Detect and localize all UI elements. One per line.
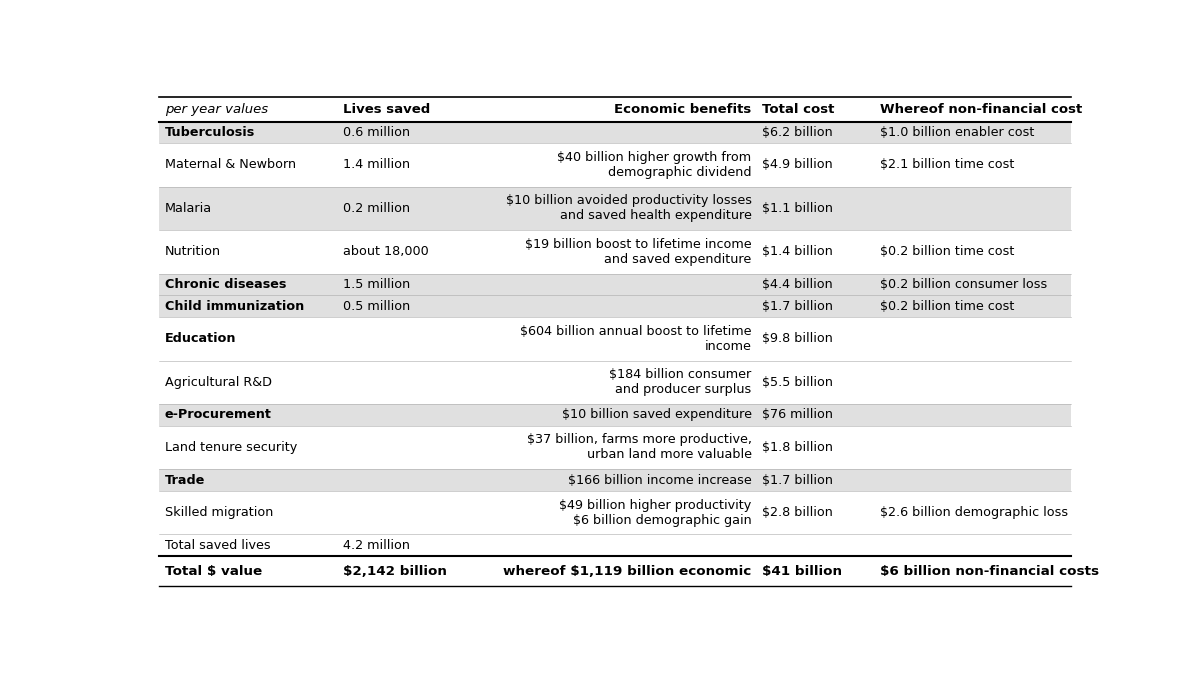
Text: $1.1 billion: $1.1 billion [762,202,833,215]
Text: Lives saved: Lives saved [343,103,430,115]
Text: $1.7 billion: $1.7 billion [762,473,833,487]
Text: $10 billion saved expenditure: $10 billion saved expenditure [562,408,751,421]
Text: 0.2 million: 0.2 million [343,202,409,215]
Text: 0.6 million: 0.6 million [343,126,409,139]
Text: $4.4 billion: $4.4 billion [762,278,833,291]
Text: $2.1 billion time cost: $2.1 billion time cost [881,159,1015,171]
Text: Trade: Trade [164,473,205,487]
Bar [160,469,1070,491]
Text: Chronic diseases: Chronic diseases [164,278,287,291]
Text: Total saved lives: Total saved lives [164,539,270,551]
Bar [160,296,1070,317]
Text: $6.2 billion: $6.2 billion [762,126,833,139]
Text: $1.8 billion: $1.8 billion [762,441,833,454]
Text: $9.8 billion: $9.8 billion [762,332,833,346]
Text: $184 billion consumer
and producer surplus: $184 billion consumer and producer surpl… [610,369,751,396]
Text: 1.5 million: 1.5 million [343,278,410,291]
Bar [160,535,1070,556]
Text: $2,142 billion: $2,142 billion [343,564,446,578]
Text: Whereof non-financial cost: Whereof non-financial cost [881,103,1082,115]
Text: $10 billion avoided productivity losses
and saved health expenditure: $10 billion avoided productivity losses … [505,194,751,223]
Text: $2.6 billion demographic loss: $2.6 billion demographic loss [881,506,1068,519]
Text: per year values: per year values [164,103,268,115]
Text: Total $ value: Total $ value [164,564,262,578]
Bar [160,426,1070,469]
Text: $6 billion non-financial costs: $6 billion non-financial costs [881,564,1099,578]
Text: $41 billion: $41 billion [762,564,842,578]
Text: $166 billion income increase: $166 billion income increase [568,473,751,487]
Bar [160,122,1070,143]
Text: $0.2 billion consumer loss: $0.2 billion consumer loss [881,278,1048,291]
Text: $76 million: $76 million [762,408,833,421]
Bar [160,404,1070,426]
Text: $2.8 billion: $2.8 billion [762,506,833,519]
Text: Nutrition: Nutrition [164,246,221,259]
Text: $604 billion annual boost to lifetime
income: $604 billion annual boost to lifetime in… [520,325,751,353]
Bar [160,491,1070,535]
Text: $49 billion higher productivity
$6 billion demographic gain: $49 billion higher productivity $6 billi… [559,499,751,526]
Text: $1.0 billion enabler cost: $1.0 billion enabler cost [881,126,1034,139]
Text: 1.4 million: 1.4 million [343,159,409,171]
Text: Tuberculosis: Tuberculosis [164,126,256,139]
Text: $1.7 billion: $1.7 billion [762,300,833,313]
Bar [160,97,1070,122]
Text: Total cost: Total cost [762,103,834,115]
Text: Education: Education [164,332,236,346]
Text: $4.9 billion: $4.9 billion [762,159,833,171]
Text: about 18,000: about 18,000 [343,246,428,259]
Text: Malaria: Malaria [164,202,212,215]
Text: $0.2 billion time cost: $0.2 billion time cost [881,300,1015,313]
Text: whereof $1,119 billion economic: whereof $1,119 billion economic [503,564,751,578]
Bar [160,143,1070,187]
Bar [160,230,1070,273]
Text: Skilled migration: Skilled migration [164,506,274,519]
Text: 4.2 million: 4.2 million [343,539,409,551]
Bar [160,556,1070,586]
Text: 0.5 million: 0.5 million [343,300,410,313]
Text: $19 billion boost to lifetime income
and saved expenditure: $19 billion boost to lifetime income and… [524,238,751,266]
Bar [160,273,1070,296]
Text: $1.4 billion: $1.4 billion [762,246,833,259]
Text: $40 billion higher growth from
demographic dividend: $40 billion higher growth from demograph… [558,151,751,179]
Text: $37 billion, farms more productive,
urban land more valuable: $37 billion, farms more productive, urba… [527,433,751,462]
Text: Child immunization: Child immunization [164,300,304,313]
Text: Maternal & Newborn: Maternal & Newborn [164,159,296,171]
Text: $5.5 billion: $5.5 billion [762,376,833,389]
Text: e-Procurement: e-Procurement [164,408,271,421]
Text: Land tenure security: Land tenure security [164,441,298,454]
Text: $0.2 billion time cost: $0.2 billion time cost [881,246,1015,259]
Bar [160,317,1070,360]
Bar [160,360,1070,404]
Text: Agricultural R&D: Agricultural R&D [164,376,272,389]
Bar [160,187,1070,230]
Text: Economic benefits: Economic benefits [614,103,751,115]
